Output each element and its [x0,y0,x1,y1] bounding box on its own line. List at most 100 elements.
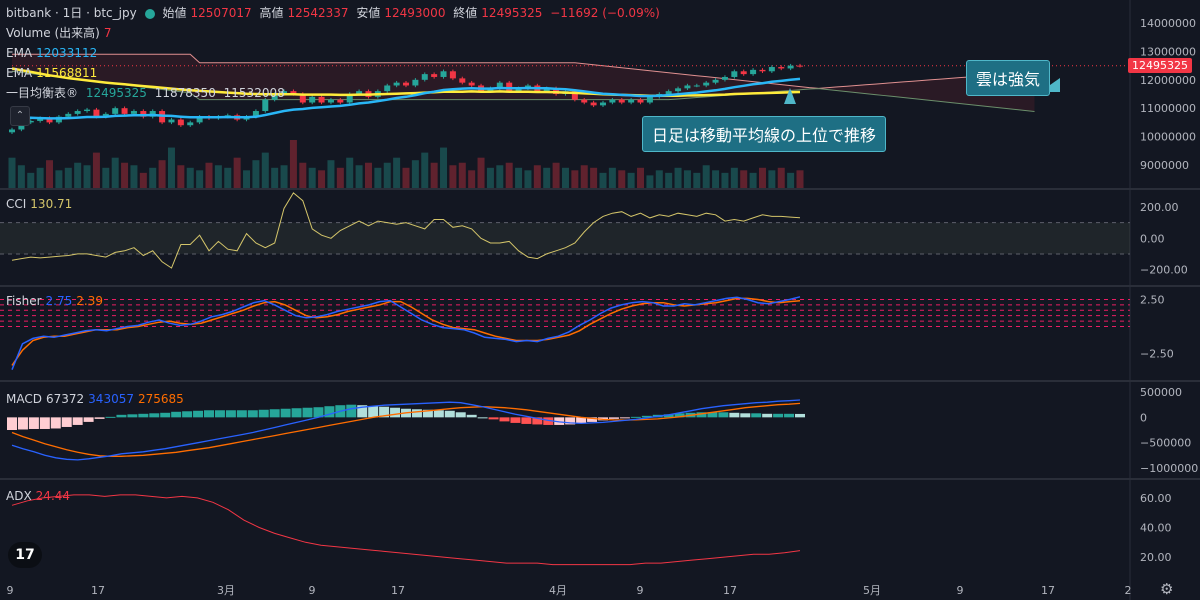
volume-bar [130,165,138,188]
candle [93,109,100,117]
adx-legend[interactable]: ADX 24.44 [6,489,74,503]
fisher-legend[interactable]: Fisher 2.75 2.39 [6,294,107,308]
ichimoku-cloud [12,54,1035,112]
time-tick-label: 4月 [549,584,567,597]
candle [337,99,344,103]
ema-fast-label: EMA [6,46,33,60]
volume-bar [486,167,494,188]
header-legend: bitbank · 1日 · btc_jpy 始値 12507017 高値 1254… [6,6,664,20]
macd-histogram-bar [729,412,740,418]
macd-histogram-bar [762,413,773,418]
macd-value-3: 275685 [137,392,184,406]
candle [506,82,513,92]
fisher-line [11,296,801,370]
candle [299,94,306,103]
macd-histogram-bar [160,412,171,418]
candle [703,82,710,86]
volume-bar [590,167,598,188]
macd-tick-label: −1000000 [1140,462,1198,475]
volume-bar [477,157,485,188]
candle [665,91,672,94]
volume-bar [702,165,710,188]
time-tick-label: 17 [91,584,105,597]
candle [600,102,606,106]
volume-bar [721,172,729,188]
macd-histogram-bar [28,417,39,429]
macd-histogram-bar [346,404,357,418]
candle [112,108,119,114]
candle [65,113,72,117]
volume-bar [36,167,44,188]
volume-bar [730,167,738,188]
volume-bar [383,162,391,188]
volume-bar [102,167,110,188]
tradingview-logo-icon[interactable]: 17 [8,542,42,568]
macd-histogram-bar [565,417,576,425]
adx-value: 24.44 [35,489,71,503]
macd-value-2: 343057 [88,392,134,406]
volume-bar [552,162,560,188]
price-tick-label: 9000000 [1140,159,1189,172]
volume-bar [608,167,616,188]
price-tick-label: 12000000 [1140,74,1196,87]
candle [196,116,203,123]
trend-callout[interactable]: 日足は移動平均線の上位で推移 [642,116,887,152]
ema-slow-legend[interactable]: EMA 11568811 [6,66,101,80]
candle [74,111,81,114]
volume-bar [768,170,776,188]
macd-histogram-bar [50,417,61,429]
volume-bar [364,162,372,188]
volume-bar [139,172,147,188]
ichimoku-legend[interactable]: 一目均衡表® 12495325 11878350 11532008 [6,86,289,100]
macd-histogram-bar [477,417,488,419]
macd-histogram-bar [7,417,17,430]
volume-bar [561,167,569,188]
price-tick-label: 14000000 [1140,17,1196,30]
candle [721,76,728,80]
chart-scroll-left-icon[interactable]: ⌃ [10,106,30,126]
volume-bar [683,170,691,188]
macd-histogram-bar [72,417,83,425]
cci-legend[interactable]: CCI 130.71 [6,197,76,211]
candle [327,99,334,103]
low-label: 安値 [356,6,381,20]
candle [9,129,15,133]
candle [787,65,794,69]
volume-bar [17,165,25,188]
macd-histogram-bar [324,406,335,418]
macd-histogram-bar [751,413,762,418]
candle [318,96,325,103]
candle [271,94,278,100]
volume-bar [421,152,429,188]
volume-bar [177,165,185,188]
cloud-bullish-callout[interactable]: 雲は強気 [966,60,1051,96]
macd-histogram-bar [61,417,72,427]
candle [637,99,644,103]
volume-bar [308,167,316,188]
volume-bar [393,157,401,188]
last-price-tag: 12495325 [1128,58,1192,73]
macd-line [11,399,801,461]
volume-bar [327,160,335,188]
macd-histogram-bar [608,417,619,419]
volume-bar [186,167,194,188]
macd-histogram-bar [433,410,444,418]
volume-bar [402,167,410,188]
volume-bar [571,170,579,188]
volume-legend[interactable]: Volume (出来高) 7 [6,26,115,40]
cci-tick-label: −200.00 [1140,264,1188,277]
volume-bar [458,162,466,188]
ema-fast-legend[interactable]: EMA 12033112 [6,46,101,60]
adx-tick-label: 20.00 [1140,551,1172,564]
macd-legend[interactable]: MACD 67372 343057 275685 [6,392,188,406]
macd-histogram-bar [696,412,707,418]
volume-bar [693,172,701,188]
volume-bar [646,175,654,188]
candle [731,71,738,77]
settings-gear-icon[interactable]: ⚙ [1160,580,1174,598]
candle [440,71,447,77]
time-tick-label: 9 [637,584,644,597]
macd-histogram-bar [784,413,795,418]
ichimoku-value-1: 12495325 [85,86,147,100]
